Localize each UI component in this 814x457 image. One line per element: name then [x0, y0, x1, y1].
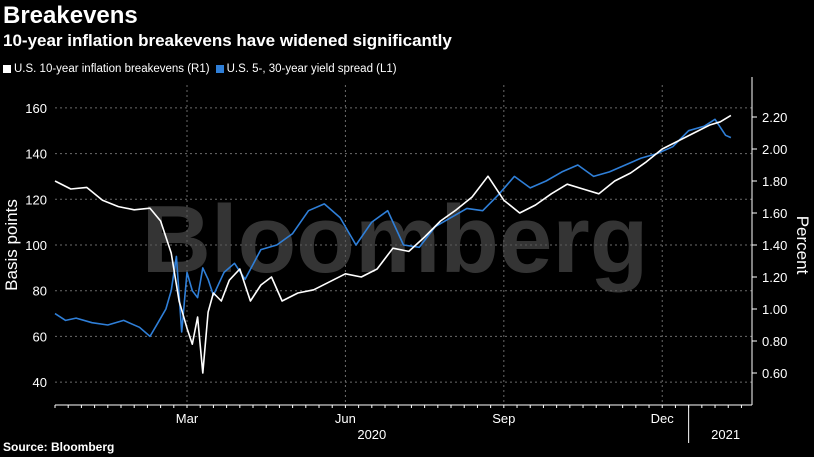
- y-left-tick-label: 60: [33, 329, 47, 344]
- y-right-tick-label: 1.80: [762, 174, 787, 189]
- y-axis-right-title: Percent: [793, 216, 812, 275]
- bloomberg-watermark: Bloomberg: [142, 186, 649, 293]
- legend-label-breakevens: U.S. 10-year inflation breakevens (R1): [14, 63, 210, 75]
- series-line-spread: [54, 118, 732, 338]
- legend-item-spread: U.S. 5-, 30-year yield spread (L1): [215, 63, 397, 75]
- axes: [54, 77, 757, 443]
- x-month-label: Mar: [176, 411, 199, 426]
- series-group: [54, 114, 732, 374]
- y-left-tick-label: 140: [25, 147, 47, 162]
- legend: U.S. 10-year inflation breakevens (R1) U…: [3, 61, 403, 77]
- y-left-tick-label: 40: [33, 375, 47, 390]
- y-right-tick-label: 1.60: [762, 206, 787, 221]
- x-year-label: 2020: [357, 427, 386, 442]
- y-right-tick-label: 2.00: [762, 142, 787, 157]
- y-right-tick-label: 1.00: [762, 302, 787, 317]
- legend-swatch-spread: [215, 65, 224, 73]
- y-right-tick-label: 2.20: [762, 110, 787, 125]
- y-right-tick-label: 0.80: [762, 334, 787, 349]
- tick-labels: 40 60 80 100 120 140 160 0.60 0.80 1.00 1.20 1.40 1.…: [25, 101, 787, 442]
- y-left-tick-label: 80: [33, 284, 47, 299]
- y-right-tick-label: 0.60: [762, 366, 787, 381]
- x-year-label: 2021: [711, 427, 740, 442]
- y-right-tick-label: 1.20: [762, 270, 787, 285]
- y-right-tick-label: 1.40: [762, 238, 787, 253]
- chart-subtitle: 10-year inflation breakevens have widene…: [3, 31, 452, 50]
- y-left-tick-label: 120: [25, 192, 47, 207]
- series-line-breakevens: [54, 114, 732, 374]
- legend-label-spread: U.S. 5-, 30-year yield spread (L1): [226, 63, 397, 75]
- legend-swatch-breakevens: [3, 65, 11, 73]
- x-month-label: Dec: [651, 411, 675, 426]
- source-note: Source: Bloomberg: [3, 440, 115, 454]
- chart-title: Breakevens: [3, 2, 138, 29]
- y-left-tick-label: 160: [25, 101, 47, 116]
- x-month-label: Jun: [335, 411, 356, 426]
- x-month-label: Sep: [492, 411, 515, 426]
- y-left-tick-label: 100: [25, 238, 47, 253]
- y-axis-left-title: Basis points: [2, 199, 21, 291]
- legend-item-breakevens: U.S. 10-year inflation breakevens (R1): [3, 63, 210, 75]
